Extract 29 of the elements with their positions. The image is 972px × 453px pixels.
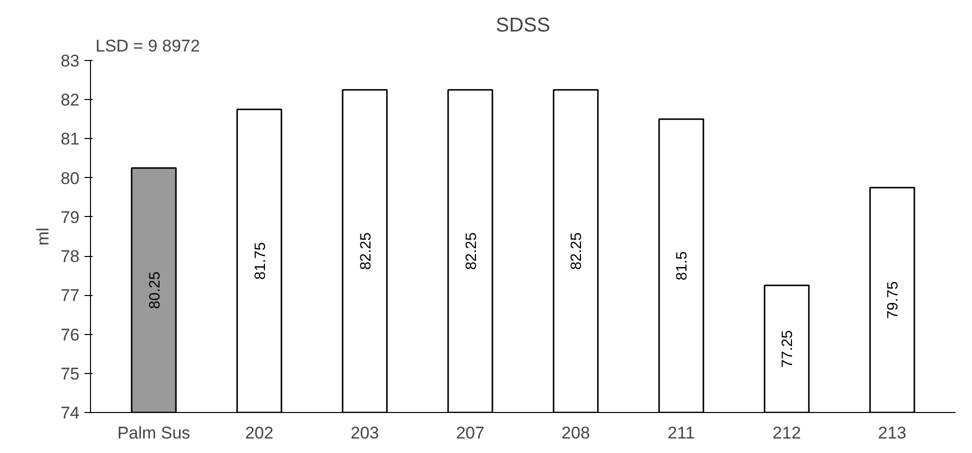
y-tick-label: 78 [60, 247, 80, 266]
data-label: 82.25 [462, 232, 480, 270]
data-label: 82.25 [357, 232, 374, 270]
x-tick-label: 211 [668, 424, 695, 442]
y-axis-title: ml [34, 228, 53, 246]
y-tick-label: 79 [60, 208, 80, 227]
x-tick-label: 212 [772, 424, 801, 442]
x-tick-label: Palm Sus [117, 424, 190, 442]
data-label: 77.25 [779, 330, 796, 368]
y-tick-label: 81 [60, 130, 80, 149]
y-tick-label: 74 [60, 404, 80, 422]
data-label: 81.75 [252, 242, 269, 280]
x-tick-label: 202 [245, 424, 274, 442]
chart-title: SDSS [496, 14, 550, 36]
y-tick-label: 80 [60, 168, 80, 188]
y-tick-label: 82 [60, 90, 80, 110]
x-tick-label: 207 [456, 424, 484, 442]
y-tick-label: 75 [60, 364, 80, 384]
data-label: 82.25 [568, 232, 586, 270]
x-tick-label: 213 [878, 424, 906, 442]
x-tick-label: 208 [562, 424, 590, 442]
y-tick-label: 76 [60, 325, 80, 344]
data-label: 81.5 [674, 251, 691, 280]
y-tick-label: 83 [60, 52, 80, 70]
data-label: 80.25 [146, 272, 164, 310]
text: LSD = 9 8972 [96, 36, 200, 56]
y-tick-label: 77 [60, 286, 80, 306]
data-label: 79.75 [884, 281, 902, 319]
x-tick-label: 203 [350, 424, 379, 442]
